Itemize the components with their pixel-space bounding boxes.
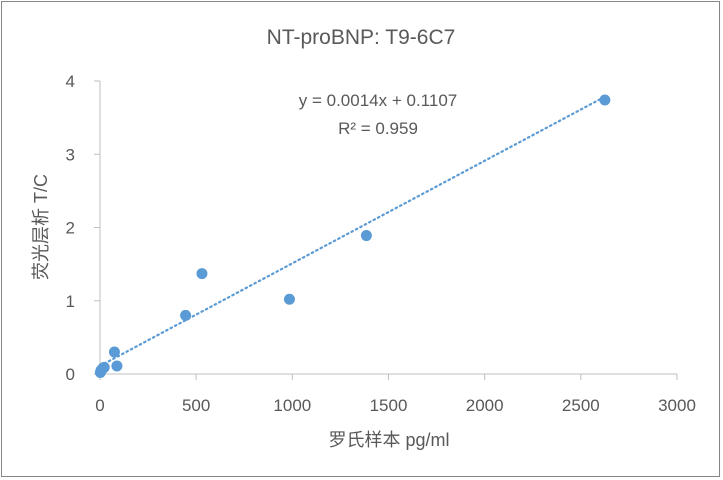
x-tick-label: 2500 bbox=[562, 396, 600, 415]
y-tick-label: 2 bbox=[66, 219, 75, 238]
x-tick-label: 1000 bbox=[273, 396, 311, 415]
data-point bbox=[108, 346, 120, 358]
x-tick-label: 3000 bbox=[658, 396, 696, 415]
chart-title: NT-proBNP: T9-6C7 bbox=[267, 26, 456, 49]
data-point bbox=[599, 94, 611, 106]
trendline-path bbox=[98, 95, 606, 367]
trendline bbox=[98, 95, 606, 367]
x-tick-label: 1500 bbox=[370, 396, 408, 415]
y-tick-label: 4 bbox=[66, 72, 75, 91]
r-squared-label: R² = 0.959 bbox=[338, 119, 418, 138]
data-point bbox=[360, 230, 372, 242]
data-point bbox=[111, 360, 123, 372]
data-point bbox=[283, 293, 295, 305]
y-tick-label: 3 bbox=[66, 145, 75, 164]
tick-labels: 0 500 1000 1500 2000 2500 3000 0 1 2 3 4 bbox=[66, 72, 696, 415]
x-axis-label: 罗氏样本 pg/ml bbox=[328, 430, 449, 450]
x-tick-label: 0 bbox=[95, 396, 104, 415]
data-point bbox=[180, 309, 192, 321]
data-point bbox=[98, 361, 110, 373]
y-axis-label: 荧光层析 T/C bbox=[31, 174, 51, 280]
y-tick-label: 1 bbox=[66, 292, 75, 311]
data-points bbox=[94, 94, 611, 379]
trendline-equation: y = 0.0014x + 0.1107 bbox=[299, 91, 457, 110]
y-tick-label: 0 bbox=[66, 365, 75, 384]
data-point bbox=[196, 268, 208, 280]
x-tick-label: 2000 bbox=[466, 396, 504, 415]
x-tick-label: 500 bbox=[182, 396, 210, 415]
